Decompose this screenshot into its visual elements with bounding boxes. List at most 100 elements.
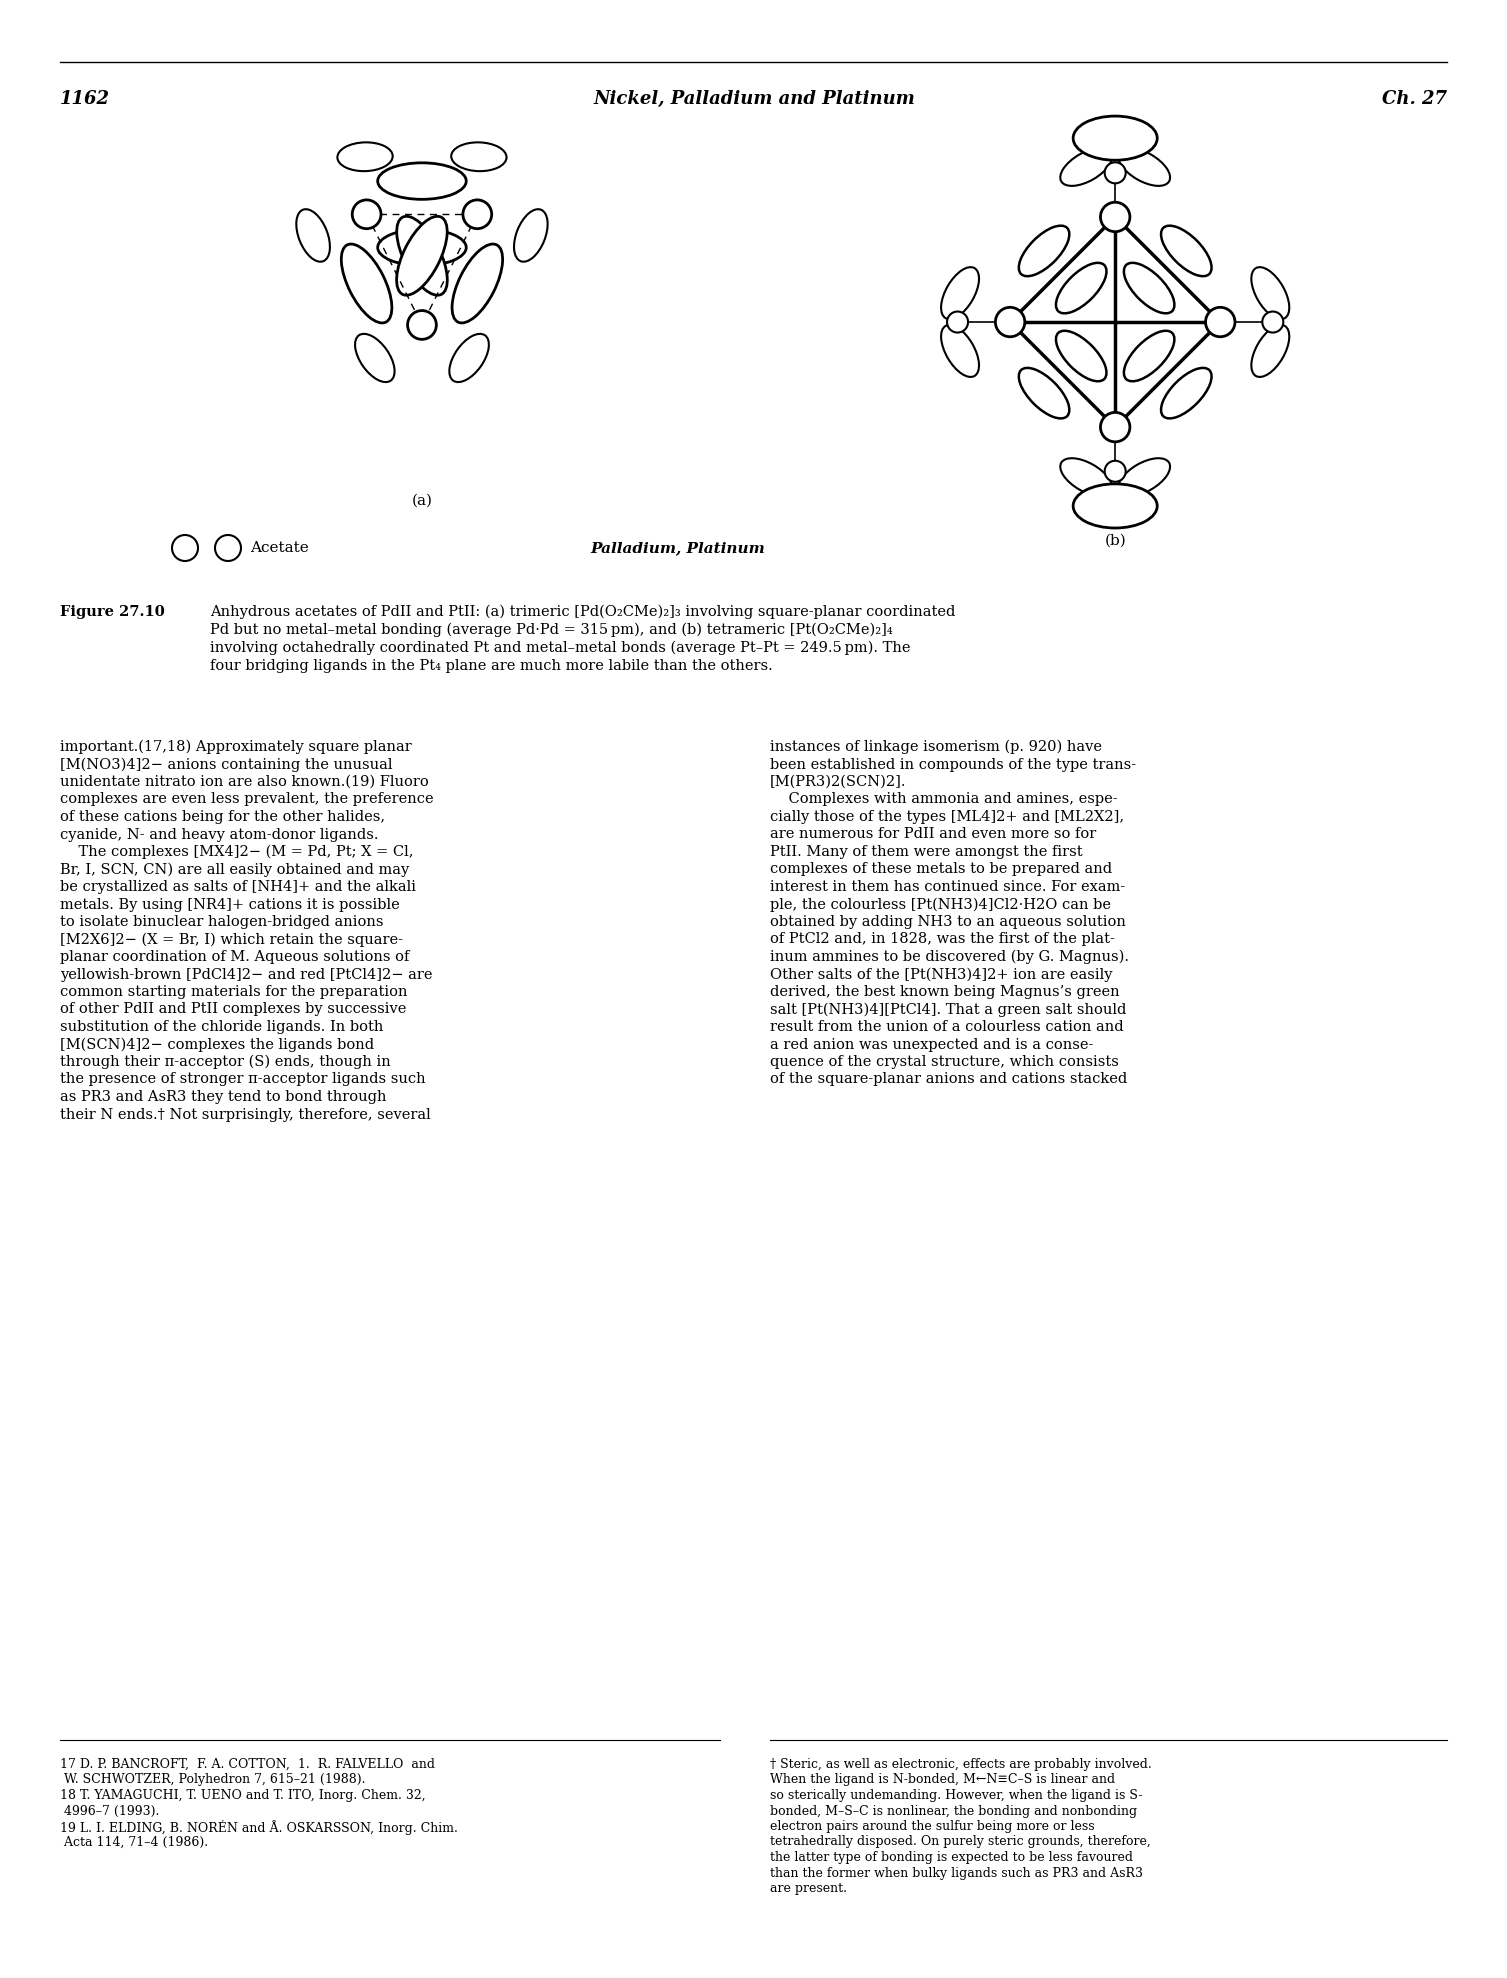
Text: electron pairs around the sulfur being more or less: electron pairs around the sulfur being m… [770,1820,1094,1834]
Ellipse shape [356,334,395,382]
Text: [M(PR3)2(SCN)2].: [M(PR3)2(SCN)2]. [770,775,907,789]
Text: a red anion was unexpected and is a conse-: a red anion was unexpected and is a cons… [770,1038,1094,1052]
Text: Br, I, SCN, CN) are all easily obtained and may: Br, I, SCN, CN) are all easily obtained … [60,862,410,876]
Text: involving octahedrally coordinated Pt and metal–metal bonds (average Pt–Pt = 249: involving octahedrally coordinated Pt an… [209,641,910,655]
Text: of these cations being for the other halides,: of these cations being for the other hal… [60,811,386,825]
Ellipse shape [1118,459,1169,496]
Text: metals. By using [NR4]+ cations it is possible: metals. By using [NR4]+ cations it is po… [60,898,399,912]
Text: common starting materials for the preparation: common starting materials for the prepar… [60,985,407,999]
Ellipse shape [1251,324,1290,378]
Ellipse shape [451,142,506,172]
Text: been established in compounds of the type trans-: been established in compounds of the typ… [770,758,1136,771]
Text: Nickel, Palladium and Platinum: Nickel, Palladium and Platinum [594,91,915,109]
Circle shape [1100,202,1130,231]
Ellipse shape [396,216,448,295]
Text: planar coordination of M. Aqueous solutions of: planar coordination of M. Aqueous soluti… [60,949,410,963]
Text: bonded, M–S–C is nonlinear, the bonding and nonbonding: bonded, M–S–C is nonlinear, the bonding … [770,1804,1138,1818]
Text: important.(17,18) Approximately square planar: important.(17,18) Approximately square p… [60,740,411,754]
Text: Other salts of the [Pt(NH3)4]2+ ion are easily: Other salts of the [Pt(NH3)4]2+ ion are … [770,967,1112,981]
Ellipse shape [396,216,448,295]
Ellipse shape [1056,330,1106,382]
Ellipse shape [1251,267,1290,318]
Circle shape [407,311,437,340]
Text: obtained by adding NH3 to an aqueous solution: obtained by adding NH3 to an aqueous sol… [770,916,1126,930]
Text: complexes of these metals to be prepared and: complexes of these metals to be prepared… [770,862,1112,876]
Ellipse shape [338,142,393,172]
Text: Complexes with ammonia and amines, espe-: Complexes with ammonia and amines, espe- [770,793,1118,807]
Text: (b): (b) [1105,534,1126,548]
Text: 4996–7 (1993).: 4996–7 (1993). [60,1804,160,1818]
Text: tetrahedrally disposed. On purely steric grounds, therefore,: tetrahedrally disposed. On purely steric… [770,1836,1151,1849]
Text: Palladium, Platinum: Palladium, Platinum [591,542,764,556]
Text: [M(NO3)4]2− anions containing the unusual: [M(NO3)4]2− anions containing the unusua… [60,758,392,771]
Ellipse shape [1019,225,1070,277]
Text: Pd but no metal–metal bonding (average Pd·Pd = 315 pm), and (b) tetrameric [Pt(O: Pd but no metal–metal bonding (average P… [209,623,892,637]
Text: than the former when bulky ligands such as PR3 and AsR3: than the former when bulky ligands such … [770,1867,1142,1879]
Text: the presence of stronger π-acceptor ligands such: the presence of stronger π-acceptor liga… [60,1072,425,1086]
Ellipse shape [1073,485,1157,528]
Text: of PtCl2 and, in 1828, was the first of the plat-: of PtCl2 and, in 1828, was the first of … [770,932,1115,947]
Text: 17 D. P. BANCROFT,  F. A. COTTON,  1.  R. FALVELLO  and: 17 D. P. BANCROFT, F. A. COTTON, 1. R. F… [60,1758,436,1770]
Circle shape [946,311,967,332]
Text: cially those of the types [ML4]2+ and [ML2X2],: cially those of the types [ML4]2+ and [M… [770,811,1124,825]
Circle shape [996,307,1025,336]
Text: † Steric, as well as electronic, effects are probably involved.: † Steric, as well as electronic, effects… [770,1758,1151,1770]
Text: are numerous for PdII and even more so for: are numerous for PdII and even more so f… [770,827,1096,841]
Ellipse shape [378,162,466,200]
Text: quence of the crystal structure, which consists: quence of the crystal structure, which c… [770,1054,1118,1068]
Ellipse shape [297,210,330,261]
Text: When the ligand is N-bonded, M←N≡C–S is linear and: When the ligand is N-bonded, M←N≡C–S is … [770,1774,1115,1786]
Text: of the square-planar anions and cations stacked: of the square-planar anions and cations … [770,1072,1127,1086]
Text: PtII. Many of them were amongst the first: PtII. Many of them were amongst the firs… [770,845,1082,858]
Circle shape [1100,413,1130,441]
Ellipse shape [940,324,980,378]
Circle shape [216,534,241,562]
Circle shape [1206,307,1234,336]
Text: [M(SCN)4]2− complexes the ligands bond: [M(SCN)4]2− complexes the ligands bond [60,1038,374,1052]
Text: derived, the best known being Magnus’s green: derived, the best known being Magnus’s g… [770,985,1120,999]
Text: substitution of the chloride ligands. In both: substitution of the chloride ligands. In… [60,1021,383,1034]
Text: salt [Pt(NH3)4][PtCl4]. That a green salt should: salt [Pt(NH3)4][PtCl4]. That a green sal… [770,1003,1126,1017]
Text: 18 T. YAMAGUCHI, T. UENO and T. ITO, Inorg. Chem. 32,: 18 T. YAMAGUCHI, T. UENO and T. ITO, Ino… [60,1788,425,1802]
Ellipse shape [1160,225,1212,277]
Text: result from the union of a colourless cation and: result from the union of a colourless ca… [770,1021,1124,1034]
Ellipse shape [378,229,466,265]
Circle shape [353,200,381,229]
Ellipse shape [1019,368,1070,419]
Circle shape [1263,311,1284,332]
Ellipse shape [1160,368,1212,419]
Text: 1162: 1162 [60,91,110,109]
Circle shape [1105,461,1126,483]
Ellipse shape [341,243,392,322]
Ellipse shape [452,243,503,322]
Text: Acetate: Acetate [250,542,309,556]
Text: as PR3 and AsR3 they tend to bond through: as PR3 and AsR3 they tend to bond throug… [60,1090,386,1104]
Text: their N ends.† Not surprisingly, therefore, several: their N ends.† Not surprisingly, therefo… [60,1108,431,1122]
Ellipse shape [1124,330,1174,382]
Ellipse shape [1124,263,1174,313]
Ellipse shape [1061,148,1112,186]
Ellipse shape [1061,459,1112,496]
Text: so sterically undemanding. However, when the ligand is S-: so sterically undemanding. However, when… [770,1788,1142,1802]
Text: Anhydrous acetates of PdII and PtII: (a) trimeric [Pd(O₂CMe)₂]₃ involving square: Anhydrous acetates of PdII and PtII: (a)… [209,605,955,619]
Text: 19 L. I. ELDING, B. NORÉN and Å. OSKARSSON, Inorg. Chim.: 19 L. I. ELDING, B. NORÉN and Å. OSKARSS… [60,1820,458,1836]
Ellipse shape [449,334,488,382]
Text: to isolate binuclear halogen-bridged anions: to isolate binuclear halogen-bridged ani… [60,916,383,930]
Circle shape [463,200,491,229]
Text: yellowish-brown [PdCl4]2− and red [PtCl4]2− are: yellowish-brown [PdCl4]2− and red [PtCl4… [60,967,433,981]
Text: complexes are even less prevalent, the preference: complexes are even less prevalent, the p… [60,793,434,807]
Ellipse shape [940,267,980,318]
Text: The complexes [MX4]2− (M = Pd, Pt; X = Cl,: The complexes [MX4]2− (M = Pd, Pt; X = C… [60,845,413,858]
Text: through their π-acceptor (S) ends, though in: through their π-acceptor (S) ends, thoug… [60,1054,390,1070]
Text: unidentate nitrato ion are also known.(19) Fluoro: unidentate nitrato ion are also known.(1… [60,775,429,789]
Circle shape [172,534,197,562]
Text: four bridging ligands in the Pt₄ plane are much more labile than the others.: four bridging ligands in the Pt₄ plane a… [209,659,773,673]
Text: cyanide, N- and heavy atom-donor ligands.: cyanide, N- and heavy atom-donor ligands… [60,827,378,841]
Text: (a): (a) [411,494,433,508]
Text: ple, the colourless [Pt(NH3)4]Cl2·H2O can be: ple, the colourless [Pt(NH3)4]Cl2·H2O ca… [770,898,1111,912]
Text: Acta 114, 71–4 (1986).: Acta 114, 71–4 (1986). [60,1836,208,1849]
Text: Ch. 27: Ch. 27 [1382,91,1447,109]
Text: are present.: are present. [770,1881,847,1895]
Text: inum ammines to be discovered (by G. Magnus).: inum ammines to be discovered (by G. Mag… [770,949,1129,965]
Text: Figure 27.10: Figure 27.10 [60,605,164,619]
